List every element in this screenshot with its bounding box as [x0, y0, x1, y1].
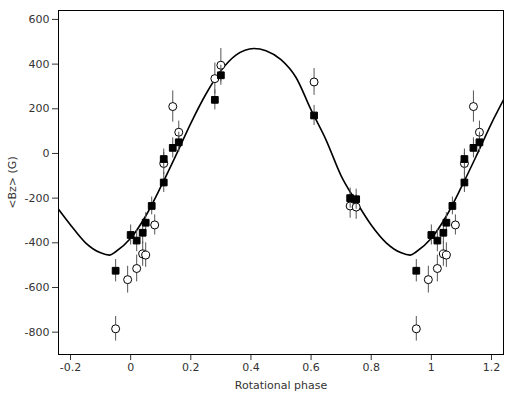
svg-text:0: 0	[43, 147, 50, 160]
svg-text:600: 600	[29, 13, 50, 26]
svg-text:0.6: 0.6	[302, 361, 320, 374]
svg-text:<Bz> (G): <Bz> (G)	[6, 156, 19, 208]
svg-text:0.2: 0.2	[182, 361, 200, 374]
svg-text:1.2: 1.2	[483, 361, 501, 374]
svg-text:0.8: 0.8	[362, 361, 380, 374]
svg-text:-800: -800	[25, 326, 50, 339]
svg-text:400: 400	[29, 58, 50, 71]
svg-text:-200: -200	[25, 192, 50, 205]
svg-text:-400: -400	[25, 236, 50, 249]
svg-text:-600: -600	[25, 281, 50, 294]
svg-text:0: 0	[127, 361, 134, 374]
svg-text:Rotational phase: Rotational phase	[235, 379, 328, 392]
svg-text:-0.2: -0.2	[60, 361, 81, 374]
svg-text:200: 200	[29, 102, 50, 115]
svg-text:0.4: 0.4	[242, 361, 260, 374]
svg-text:1: 1	[428, 361, 435, 374]
